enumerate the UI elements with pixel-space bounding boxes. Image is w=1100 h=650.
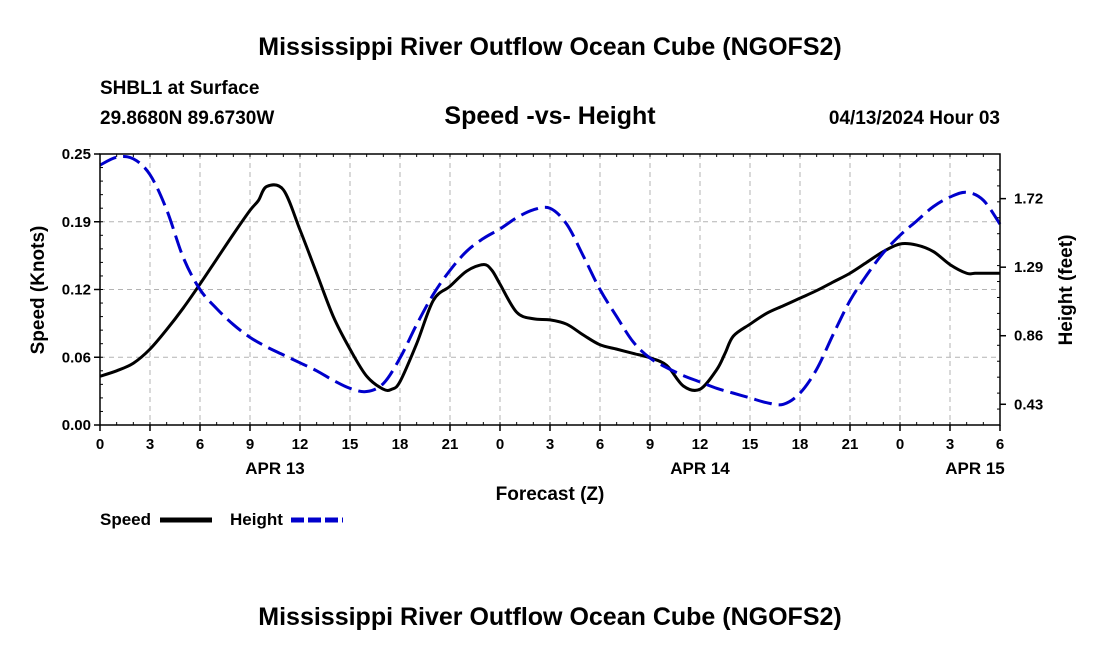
series-line-speed	[99, 183, 1000, 393]
x-tick-label: 6	[596, 436, 604, 453]
x-tick-label: 9	[246, 436, 254, 453]
date-label: APR 13	[245, 459, 305, 478]
x-tick-label: 21	[842, 436, 859, 453]
datetime-label: 04/13/2024 Hour 03	[829, 108, 1000, 129]
x-tick-label: 3	[946, 436, 954, 453]
x-tick-label: 9	[646, 436, 654, 453]
x-tick-label: 12	[692, 436, 709, 453]
x-tick-label: 6	[196, 436, 204, 453]
y-left-tick-label: 0.19	[62, 214, 91, 231]
x-tick-label: 3	[546, 436, 554, 453]
date-label: APR 14	[670, 459, 730, 478]
y-right-tick-label: 1.72	[1014, 191, 1043, 208]
x-tick-label: 0	[496, 436, 504, 453]
x-tick-label: 0	[96, 436, 104, 453]
legend: Speed Height	[100, 510, 343, 529]
y-axis-left-title: Speed (Knots)	[28, 226, 49, 355]
chart-title: Speed -vs- Height	[444, 102, 656, 130]
x-tick-label: 12	[292, 436, 309, 453]
y-left-tick-label: 0.25	[62, 146, 91, 163]
x-tick-label: 21	[442, 436, 459, 453]
x-tick-label: 18	[392, 436, 409, 453]
page-title-bottom: Mississippi River Outflow Ocean Cube (NG…	[258, 603, 841, 631]
date-label: APR 15	[945, 459, 1005, 478]
x-tick-label: 6	[996, 436, 1004, 453]
y-left-tick-label: 0.12	[62, 282, 91, 299]
y-right-tick-label: 0.43	[1014, 396, 1043, 413]
series-layer	[99, 154, 1002, 407]
x-tick-label: 18	[792, 436, 809, 453]
y-right-tick-label: 1.29	[1014, 259, 1043, 276]
y-axis-right-title: Height (feet)	[1056, 235, 1077, 346]
x-tick-label: 15	[342, 436, 359, 453]
legend-label-speed: Speed	[100, 510, 151, 529]
x-tick-label: 15	[742, 436, 759, 453]
page-title-top: Mississippi River Outflow Ocean Cube (NG…	[258, 33, 841, 61]
station-label: SHBL1 at Surface	[100, 78, 259, 99]
y-left-tick-label: 0.06	[62, 349, 91, 366]
series-line-height	[99, 154, 1002, 407]
y-right-tick-label: 0.86	[1014, 328, 1043, 345]
axes: 0 3 6 9 12 15 18 21 0 3 6 9 12 15 18 21 0 3 6 APR 13 APR 14 A…	[62, 146, 1043, 478]
grid	[100, 154, 1000, 425]
y-left-tick-label: 0.00	[62, 417, 91, 434]
coordinates-label: 29.8680N 89.6730W	[100, 108, 274, 129]
x-tick-label: 0	[896, 436, 904, 453]
legend-label-height: Height	[230, 510, 283, 529]
x-tick-label: 3	[146, 436, 154, 453]
x-axis-title: Forecast (Z)	[496, 484, 605, 505]
